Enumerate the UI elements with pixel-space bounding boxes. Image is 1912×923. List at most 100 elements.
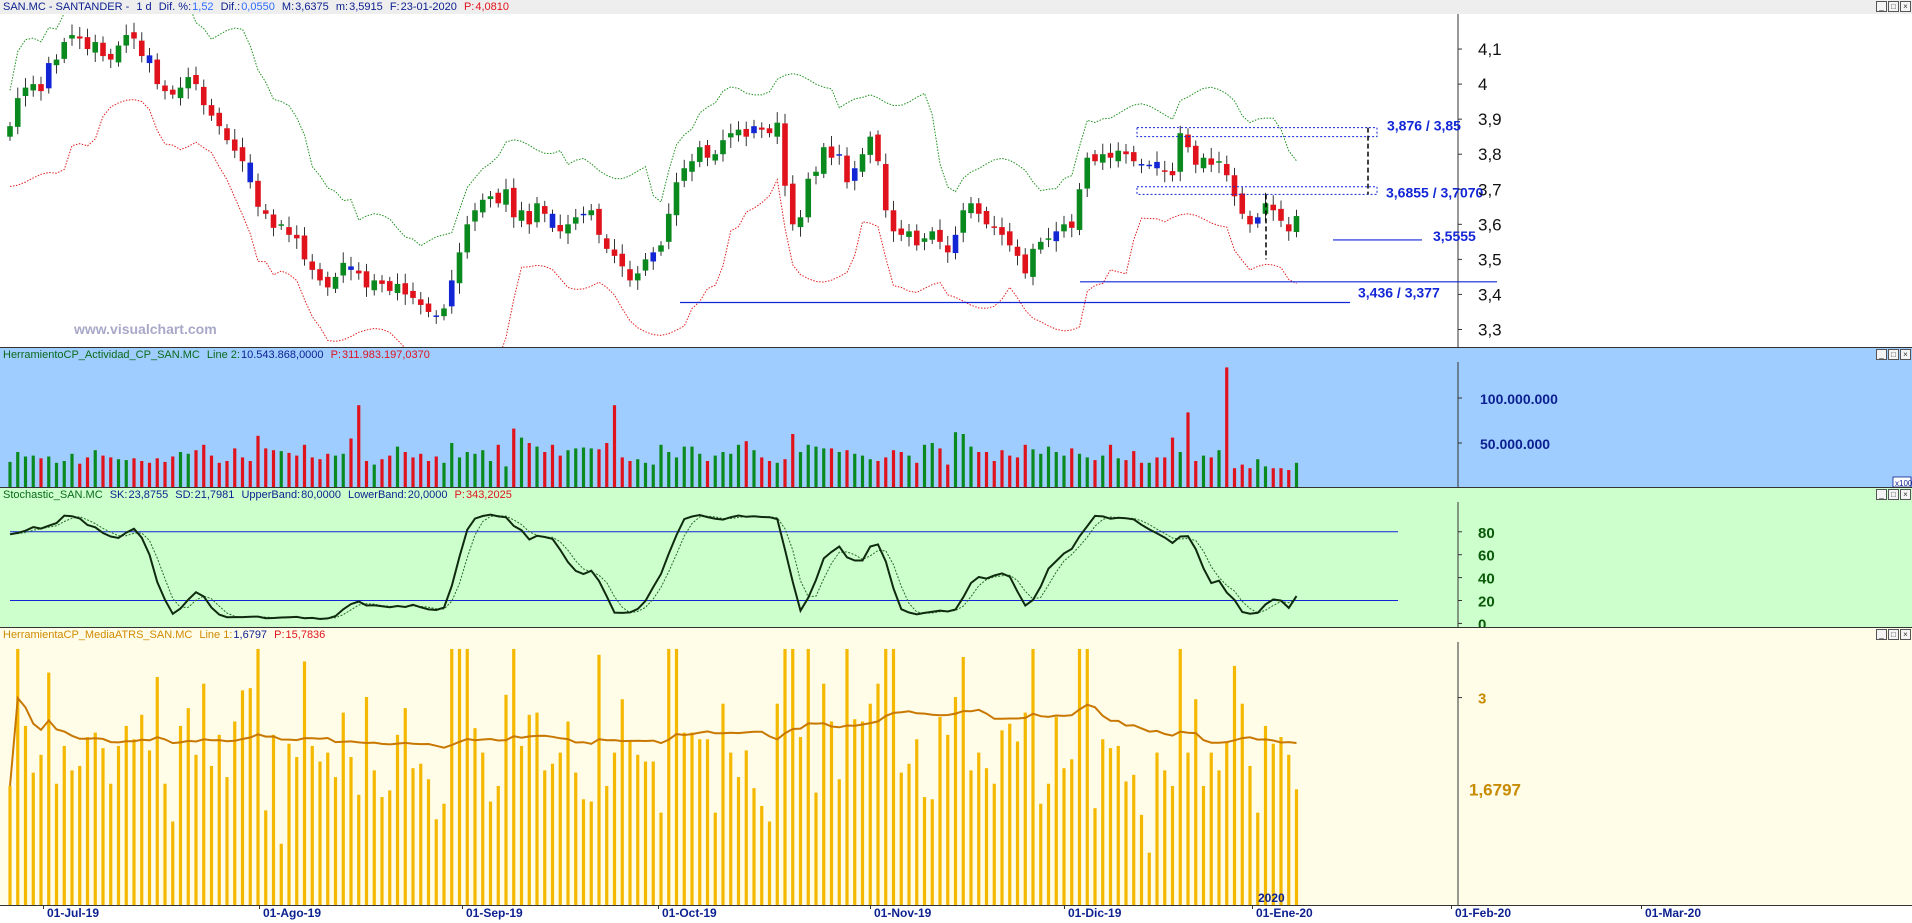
- volume-bar: [147, 462, 152, 488]
- candle-body: [348, 266, 354, 270]
- volume-bar: [1054, 452, 1058, 488]
- resistance-box: [1136, 127, 1378, 138]
- atr-bar: [1279, 737, 1283, 906]
- candle-body: [317, 269, 323, 281]
- atr-bar: [504, 694, 508, 906]
- volume-bar: [295, 455, 299, 488]
- candle-body: [479, 199, 486, 213]
- candle-body: [379, 280, 385, 284]
- volume-bar: [682, 446, 686, 488]
- stoch-sd-label: SD:: [175, 489, 194, 501]
- candle-body: [262, 210, 269, 214]
- candle-body: [882, 164, 889, 211]
- y-tick-label: 0: [1478, 616, 1486, 628]
- volume-bar: [78, 463, 82, 488]
- volume-bar: [233, 448, 237, 488]
- atr-bar: [256, 648, 260, 906]
- volume-bar: [341, 453, 345, 488]
- x-tick: [870, 905, 871, 909]
- atr-bar: [1209, 752, 1213, 906]
- volume-bar: [605, 443, 609, 488]
- atr-bar: [922, 797, 927, 906]
- candle-body: [53, 59, 60, 66]
- volume-bar: [535, 446, 539, 488]
- atr-bar: [798, 737, 803, 906]
- candle-body: [386, 281, 393, 291]
- atr-bar: [457, 648, 462, 906]
- candle-body: [332, 276, 339, 289]
- volume-bar: [721, 452, 725, 488]
- atr-bar: [116, 745, 121, 906]
- atr-bar: [1294, 789, 1299, 906]
- atr-bar: [1070, 759, 1074, 906]
- candle-body: [844, 155, 850, 183]
- minimize-icon[interactable]: _: [1876, 1, 1887, 12]
- maximize-icon[interactable]: □: [1888, 349, 1899, 360]
- maximize-icon[interactable]: □: [1888, 629, 1899, 640]
- atr-p-value: 15,7836: [285, 629, 326, 641]
- atr-bar: [744, 750, 748, 906]
- candle-body: [588, 210, 595, 216]
- close-icon[interactable]: ×: [1900, 629, 1911, 640]
- candle-body: [448, 280, 455, 307]
- candle-body: [1177, 133, 1184, 172]
- minimize-icon[interactable]: _: [1876, 629, 1887, 640]
- volume-bar: [465, 452, 469, 488]
- candle-body: [619, 253, 626, 267]
- candle-body: [596, 208, 602, 235]
- atr-bar: [837, 779, 841, 906]
- volume-bar: [651, 464, 655, 488]
- volume-bar: [357, 405, 361, 488]
- atr-bar: [39, 754, 43, 906]
- candle-body: [293, 234, 300, 239]
- candle-body: [464, 224, 471, 253]
- close-icon[interactable]: ×: [1900, 349, 1911, 360]
- x-tick: [462, 905, 463, 909]
- candle-body: [1192, 145, 1199, 165]
- atr-bar: [767, 821, 772, 906]
- max-label: M:: [281, 1, 295, 13]
- candle-body: [968, 203, 974, 214]
- volume-p-value: 311.983.197,0370: [342, 349, 430, 361]
- atr-bar: [643, 761, 648, 906]
- minimize-icon[interactable]: _: [1876, 489, 1887, 500]
- candle-body: [549, 213, 556, 228]
- atr-bar: [1178, 648, 1182, 906]
- atr-bar: [721, 703, 725, 906]
- volume-bar: [1132, 451, 1136, 488]
- candle-body: [782, 123, 788, 186]
- atr-bar: [264, 810, 268, 906]
- atr-bar: [248, 688, 252, 906]
- volume-bar: [318, 459, 322, 488]
- candle-body: [735, 129, 742, 136]
- x-tick: [1252, 905, 1253, 909]
- atr-bar: [783, 648, 787, 906]
- volume-bar: [140, 461, 144, 488]
- maximize-icon[interactable]: □: [1888, 489, 1899, 500]
- candle-body: [774, 122, 781, 137]
- y-tick-label: 4,1: [1478, 40, 1502, 59]
- atr-bar: [1163, 770, 1167, 906]
- volume-bar: [504, 466, 508, 488]
- atr-bar: [341, 712, 345, 906]
- candle-body: [890, 210, 897, 232]
- y-tick-label: 80: [1478, 525, 1495, 542]
- y-tick-label: 3,3: [1478, 320, 1502, 339]
- atr-bar: [938, 717, 942, 906]
- volume-header: HerramientoCP_Actividad_CP_SAN.MC Line 2…: [0, 348, 1912, 362]
- year-label: 2020: [1258, 891, 1285, 905]
- atr-bar: [953, 697, 958, 906]
- x-tick-label: 01-Nov-19: [874, 906, 932, 920]
- atr-bar: [372, 770, 376, 906]
- candle-body: [999, 227, 1005, 235]
- y-tick-label: 3,9: [1478, 110, 1502, 129]
- minimize-icon[interactable]: _: [1876, 349, 1887, 360]
- maximize-icon[interactable]: □: [1888, 1, 1899, 12]
- close-icon[interactable]: ×: [1900, 489, 1911, 500]
- candle-body: [1200, 157, 1207, 169]
- close-icon[interactable]: ×: [1900, 1, 1911, 12]
- x-tick-label: 01-Oct-19: [662, 906, 717, 920]
- atr-bar: [550, 763, 555, 906]
- atr-bar: [1085, 648, 1089, 906]
- volume-bar: [1101, 455, 1105, 488]
